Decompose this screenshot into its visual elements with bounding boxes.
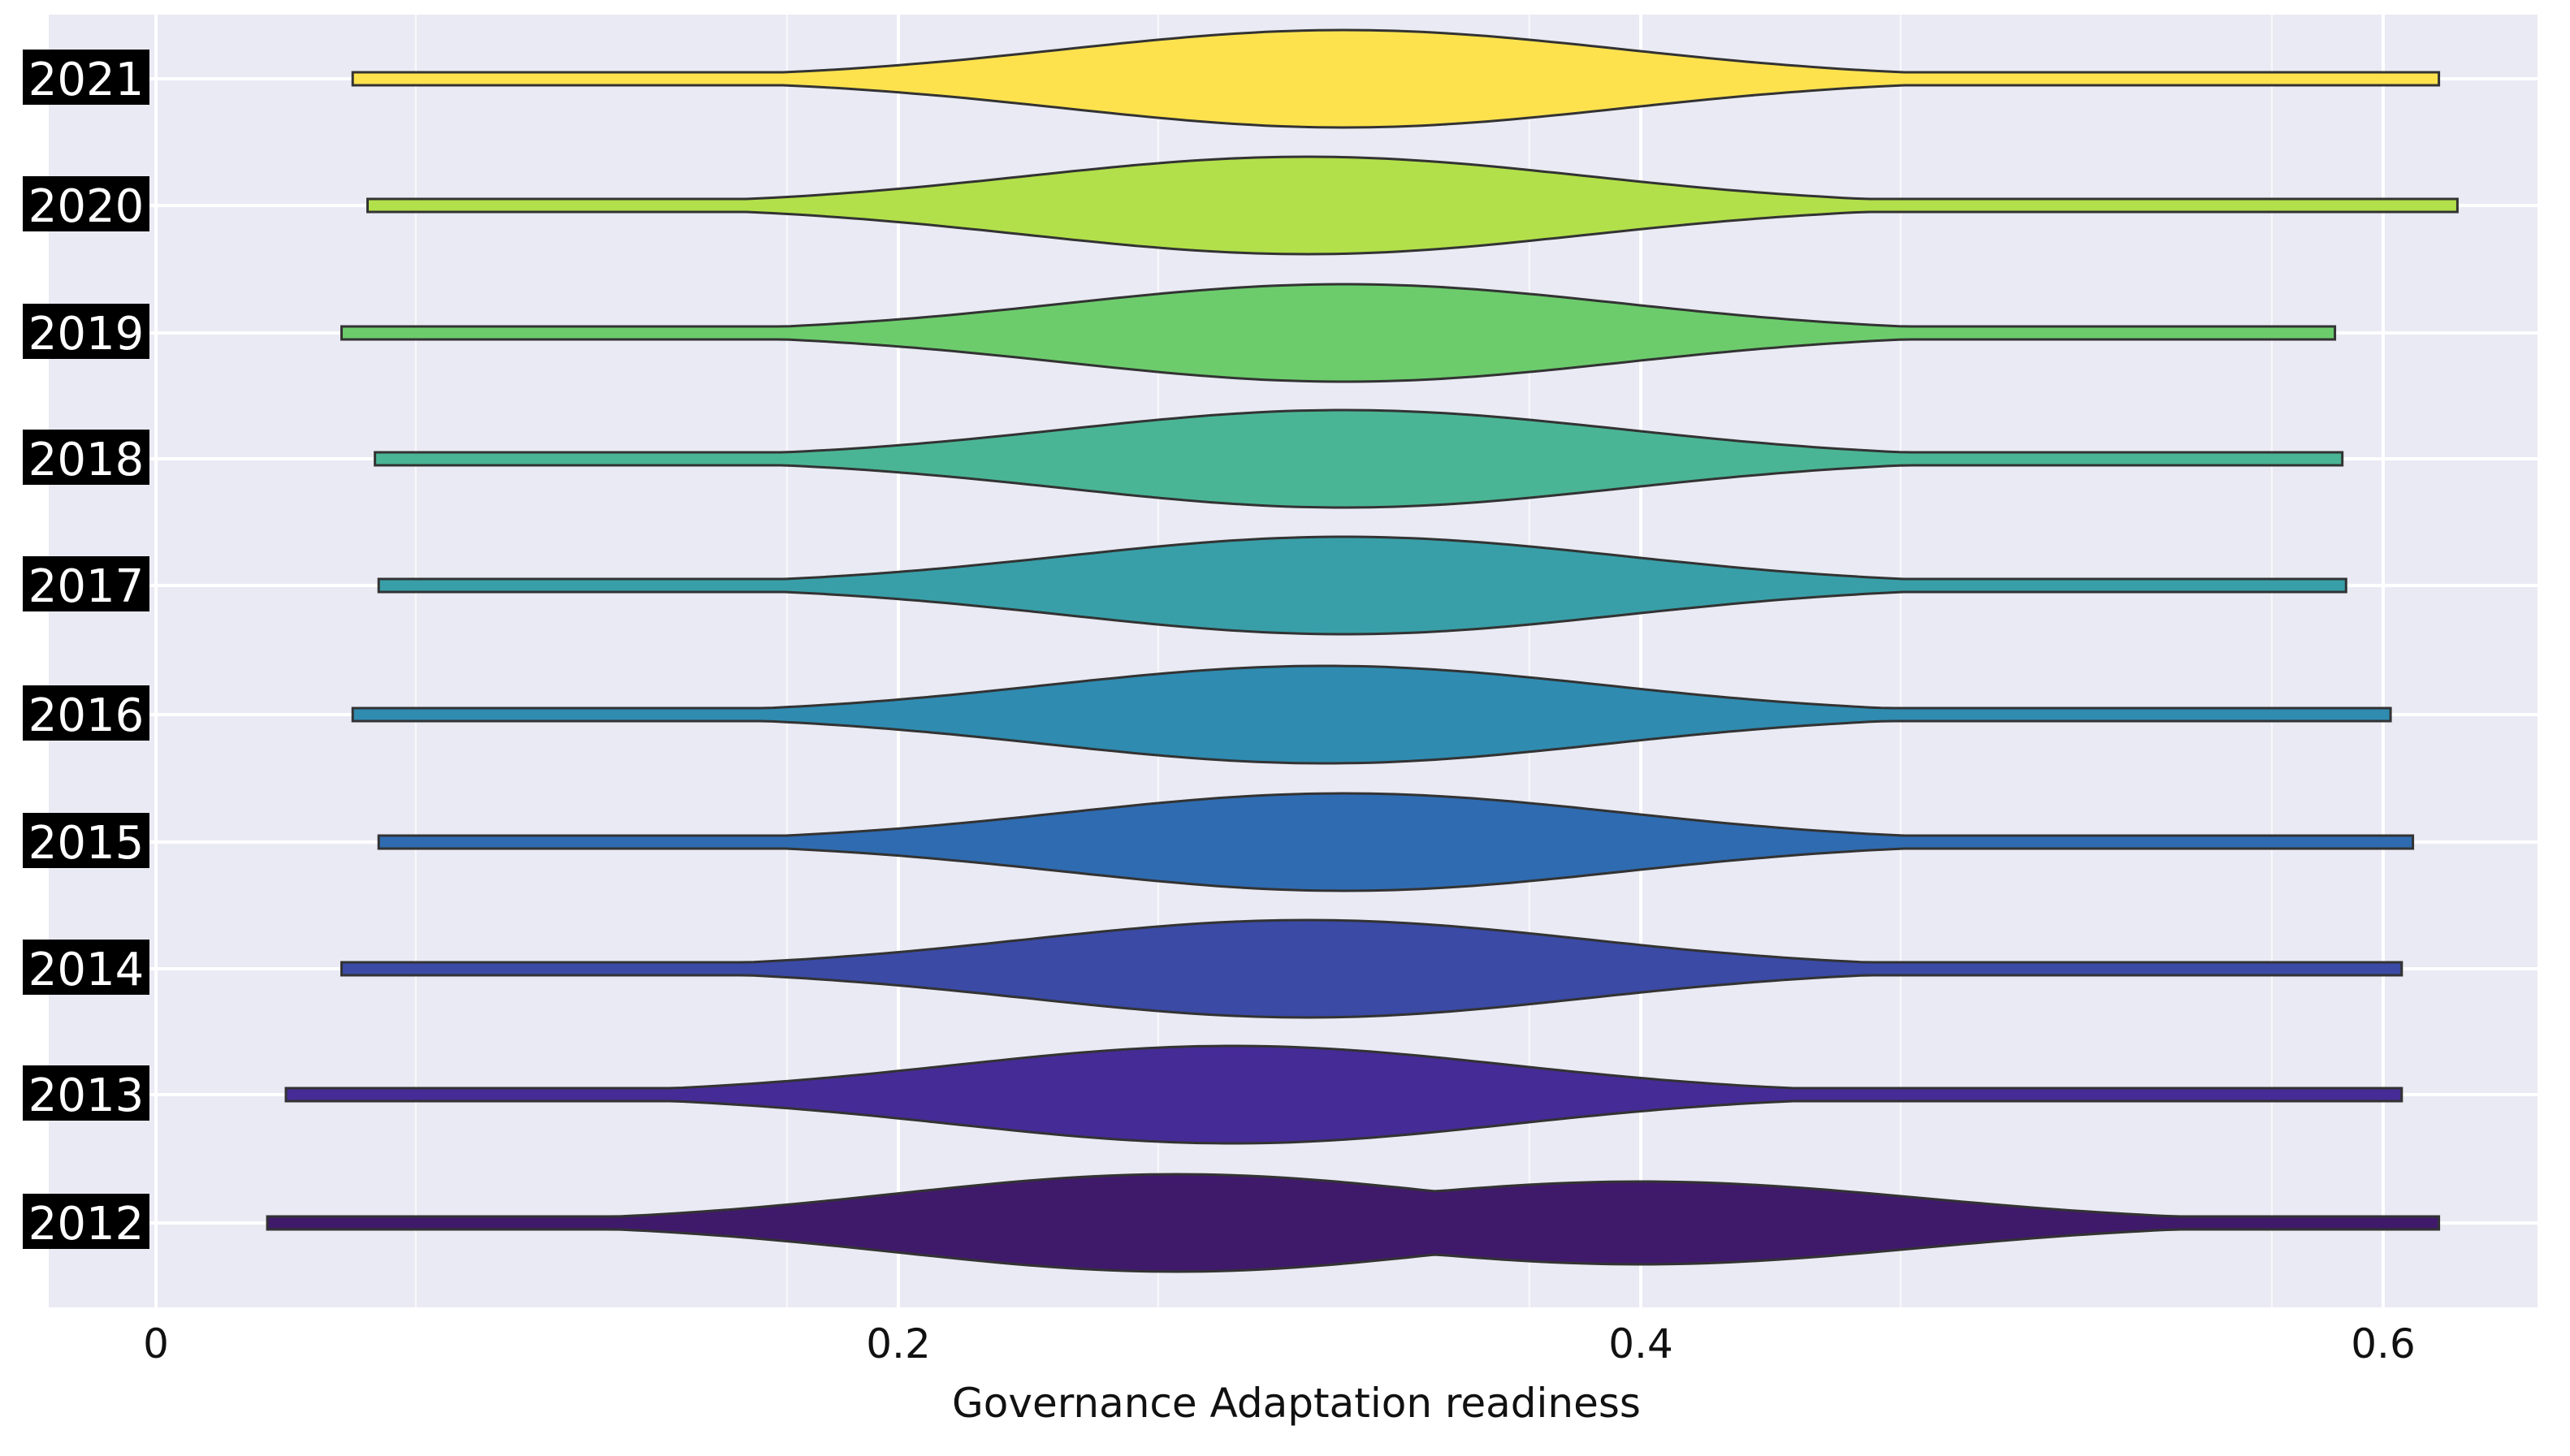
y-tick-2012: 2012 <box>23 1194 149 1251</box>
y-tick-2018: 2018 <box>23 430 149 486</box>
violin-2019 <box>340 283 2337 383</box>
violin-2014 <box>340 918 2403 1019</box>
y-tick-label: 2012 <box>28 1198 145 1251</box>
x-tick-label: 0.2 <box>866 1320 931 1367</box>
y-tick-2017: 2017 <box>23 556 149 613</box>
y-tick-labels: 2012 2013 2014 2015 2016 2017 2018 2019 2020 2021 <box>23 50 149 1251</box>
violin-2020 <box>366 155 2459 256</box>
y-tick-box <box>23 176 149 231</box>
y-tick-box <box>23 940 149 995</box>
y-tick-box <box>23 1065 149 1121</box>
y-tick-label: 2018 <box>28 434 145 486</box>
x-tick-label: 0.4 <box>1608 1320 1673 1367</box>
violin-2013 <box>284 1044 2403 1145</box>
y-tick-label: 2019 <box>28 308 145 361</box>
y-tick-2019: 2019 <box>23 304 149 361</box>
y-tick-box <box>23 556 149 611</box>
y-tick-label: 2016 <box>28 689 145 742</box>
violin-layer <box>266 28 2459 1273</box>
y-tick-label: 2020 <box>28 180 145 233</box>
x-tick-labels: 0 0.2 0.4 0.6 <box>143 1320 2416 1367</box>
violin-2012 <box>266 1173 2441 1273</box>
y-tick-2014: 2014 <box>23 940 149 996</box>
y-tick-2021: 2021 <box>23 50 149 106</box>
y-tick-label: 2021 <box>28 54 145 106</box>
x-axis-label: Governance Adaptation readiness <box>952 1380 1641 1427</box>
x-tick-label: 0.6 <box>2351 1320 2416 1367</box>
y-tick-2016: 2016 <box>23 685 149 742</box>
x-tick-label: 0 <box>143 1320 169 1367</box>
y-tick-label: 2017 <box>28 560 145 613</box>
y-tick-box <box>23 813 149 868</box>
y-tick-box <box>23 1194 149 1249</box>
y-tick-2015: 2015 <box>23 813 149 870</box>
y-tick-2013: 2013 <box>23 1065 149 1122</box>
violin-2016 <box>351 664 2392 765</box>
y-tick-box <box>23 685 149 741</box>
violin-2021 <box>351 28 2441 129</box>
violin-2015 <box>377 792 2415 892</box>
y-tick-box <box>23 304 149 359</box>
y-tick-2020: 2020 <box>23 176 149 233</box>
y-tick-label: 2014 <box>28 944 145 996</box>
y-tick-label: 2015 <box>28 817 145 870</box>
y-tick-label: 2013 <box>28 1069 145 1122</box>
y-tick-box <box>23 50 149 105</box>
violin-2017 <box>377 535 2347 636</box>
violin-2018 <box>374 408 2344 509</box>
y-tick-box <box>23 430 149 485</box>
